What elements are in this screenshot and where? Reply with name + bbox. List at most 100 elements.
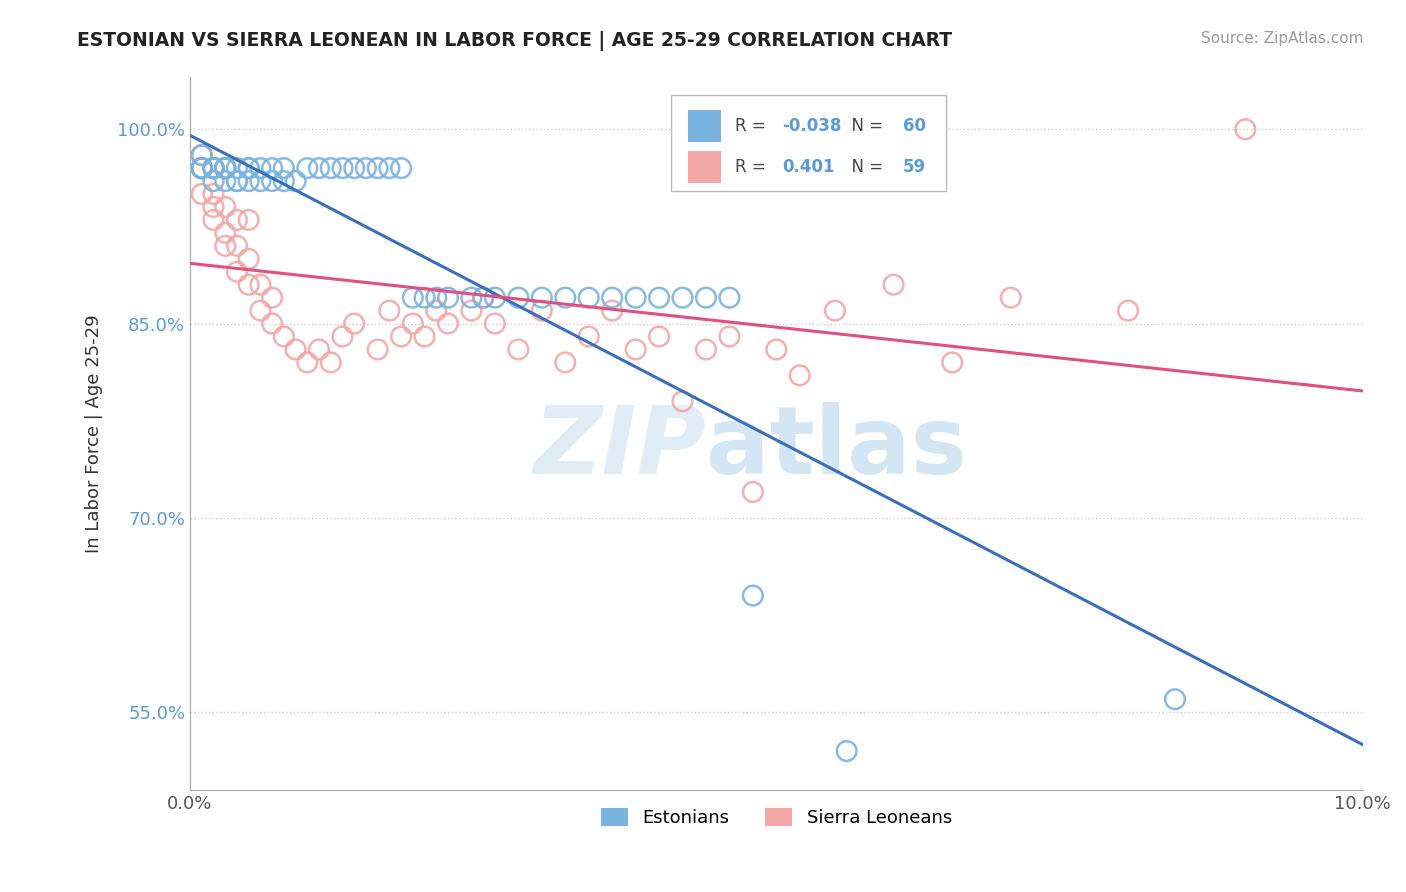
Point xyxy=(249,303,271,318)
Point xyxy=(941,355,963,369)
Point xyxy=(648,291,671,305)
Point xyxy=(202,161,225,175)
Point xyxy=(600,291,623,305)
Point xyxy=(191,161,214,175)
Point xyxy=(191,187,214,202)
Point xyxy=(202,174,225,188)
Point xyxy=(191,148,214,162)
Point xyxy=(484,291,506,305)
Text: atlas: atlas xyxy=(706,402,967,494)
Point xyxy=(202,200,225,214)
Point xyxy=(425,291,447,305)
Point xyxy=(249,174,271,188)
Point xyxy=(214,161,236,175)
Text: N =: N = xyxy=(841,117,889,135)
Text: R =: R = xyxy=(735,117,772,135)
Point xyxy=(214,174,236,188)
Point xyxy=(413,329,436,343)
Point xyxy=(460,291,482,305)
Text: ESTONIAN VS SIERRA LEONEAN IN LABOR FORCE | AGE 25-29 CORRELATION CHART: ESTONIAN VS SIERRA LEONEAN IN LABOR FORC… xyxy=(77,31,952,51)
Point xyxy=(530,291,553,305)
Point xyxy=(226,174,249,188)
Point xyxy=(191,148,214,162)
Point xyxy=(578,291,600,305)
Point xyxy=(578,329,600,343)
Point xyxy=(249,277,271,292)
Point xyxy=(332,161,354,175)
FancyBboxPatch shape xyxy=(671,95,946,192)
Point xyxy=(765,343,787,357)
Point xyxy=(308,343,330,357)
Point xyxy=(835,744,858,758)
Point xyxy=(695,291,717,305)
Point xyxy=(1000,291,1022,305)
Point xyxy=(718,291,741,305)
Point xyxy=(249,161,271,175)
Point xyxy=(343,317,366,331)
Point xyxy=(367,161,389,175)
Point xyxy=(883,277,905,292)
Point xyxy=(214,200,236,214)
Point xyxy=(472,291,495,305)
Point xyxy=(191,161,214,175)
Point xyxy=(226,161,249,175)
Point xyxy=(273,174,295,188)
Point xyxy=(214,226,236,240)
Point xyxy=(624,343,647,357)
Point xyxy=(367,343,389,357)
Point xyxy=(202,161,225,175)
Point xyxy=(1116,303,1139,318)
Point xyxy=(484,317,506,331)
Point xyxy=(202,161,225,175)
Point xyxy=(191,148,214,162)
Point xyxy=(191,161,214,175)
Point xyxy=(343,161,366,175)
Point xyxy=(191,161,214,175)
Point xyxy=(262,317,284,331)
Point xyxy=(718,329,741,343)
Point xyxy=(425,303,447,318)
Point xyxy=(1234,122,1257,136)
Text: 60: 60 xyxy=(903,117,927,135)
Text: 59: 59 xyxy=(903,158,927,177)
Point xyxy=(202,161,225,175)
Point xyxy=(308,161,330,175)
Point xyxy=(530,303,553,318)
Point xyxy=(741,485,763,500)
FancyBboxPatch shape xyxy=(689,151,721,183)
Point xyxy=(226,265,249,279)
Point xyxy=(214,161,236,175)
Point xyxy=(741,589,763,603)
Text: ZIP: ZIP xyxy=(533,402,706,494)
FancyBboxPatch shape xyxy=(689,110,721,142)
Point xyxy=(226,239,249,253)
Point xyxy=(402,317,425,331)
Point xyxy=(214,161,236,175)
Point xyxy=(402,291,425,305)
Point xyxy=(460,303,482,318)
Point xyxy=(389,329,412,343)
Text: -0.038: -0.038 xyxy=(782,117,842,135)
Point xyxy=(554,355,576,369)
Point xyxy=(508,291,530,305)
Text: R =: R = xyxy=(735,158,772,177)
Point xyxy=(238,174,260,188)
Point xyxy=(202,161,225,175)
Point xyxy=(262,174,284,188)
Point xyxy=(238,161,260,175)
Point xyxy=(202,213,225,227)
Legend: Estonians, Sierra Leoneans: Estonians, Sierra Leoneans xyxy=(593,800,959,834)
Point xyxy=(238,213,260,227)
Point xyxy=(472,291,495,305)
Point xyxy=(284,174,307,188)
Point xyxy=(297,355,319,369)
Point xyxy=(214,161,236,175)
Point xyxy=(202,161,225,175)
Point xyxy=(1164,692,1187,706)
Point xyxy=(202,187,225,202)
Point xyxy=(273,161,295,175)
Point xyxy=(238,252,260,266)
Point xyxy=(202,161,225,175)
Point xyxy=(554,291,576,305)
Point xyxy=(214,161,236,175)
